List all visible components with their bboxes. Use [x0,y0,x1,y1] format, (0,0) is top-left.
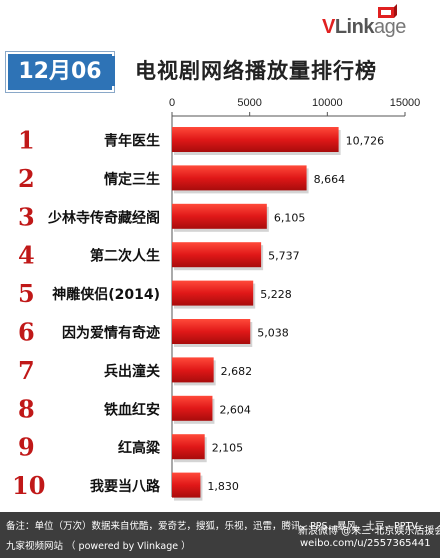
value-label: 6,105 [274,211,306,224]
drama-name: 红高粱 [118,440,161,457]
value-label: 8,664 [314,173,346,186]
x-tick-label: 15000 [390,97,421,109]
drama-name: 因为爱情有奇迹 [62,325,160,342]
title-bar: 电视剧网络播放量排行榜 [112,56,437,86]
vlinkage-logo: VLinkage [322,16,406,38]
drama-name: 少林寺传奇藏经阁 [47,209,160,226]
rank-number: 10 [12,471,45,500]
bar [172,472,201,498]
value-label: 2,682 [221,365,253,378]
watermark-weibo-account: 新浪微博 @朱三·北京娱乐后援会 [298,526,440,537]
bar-chart: 0 5000 10000 15000 1 青年医生 10,726 2 情定三生 8,664 3 少林寺… [12,97,421,501]
rank-number: 3 [18,202,35,231]
footer: 备注：单位（万次）数据来自优酷，爱奇艺，搜狐，乐视，迅雷，腾讯，PPS，暴风，土… [0,512,440,558]
drama-name: 兵出潼关 [104,363,160,380]
value-label: 5,038 [257,327,289,340]
watermark-weibo-url: weibo.com/u/2557365441 [300,538,431,549]
rank-number: 4 [18,241,35,270]
rank-number: 2 [18,164,35,193]
rank-number: 6 [18,318,35,347]
rank-number: 7 [18,356,35,385]
logo-flag-icon [378,4,397,18]
rank-number: 8 [18,394,35,423]
value-label: 2,604 [219,403,251,416]
bar [172,319,251,344]
x-tick-label: 10000 [312,97,343,109]
bar [172,357,214,383]
value-label: 10,726 [346,135,385,148]
drama-name: 神雕侠侣(2014) [52,286,160,303]
drama-name: 情定三生 [104,171,160,188]
x-tick-label: 0 [169,97,175,109]
bar [172,242,262,268]
drama-name: 青年医生 [104,133,160,150]
drama-name: 铁血红安 [104,401,160,418]
bar [172,280,254,306]
rank-number: 5 [18,279,35,308]
drama-name: 我要当八路 [90,478,161,495]
bar [172,203,267,229]
footer-note: 备注：单位（万次）数据来自优酷，爱奇艺，搜狐，乐视，迅雷，腾讯，PPS，暴风，土… [6,521,428,532]
x-tick-label: 5000 [237,97,261,109]
bar [172,165,307,191]
rank-number: 1 [18,126,35,155]
footer-source: 九家视频网站 （ powered by Vlinkage ） [6,541,191,552]
bar [172,395,213,421]
bar [172,434,205,460]
bar [172,127,339,152]
value-label: 5,228 [260,288,292,301]
date-badge: 12月06日 [6,52,114,120]
value-label: 2,105 [212,442,244,455]
rank-number: 9 [18,433,35,462]
value-label: 1,830 [207,480,239,493]
chart-title: 电视剧网络播放量排行榜 [135,59,377,83]
drama-name: 第二次人生 [90,248,160,265]
value-label: 5,737 [268,250,300,263]
